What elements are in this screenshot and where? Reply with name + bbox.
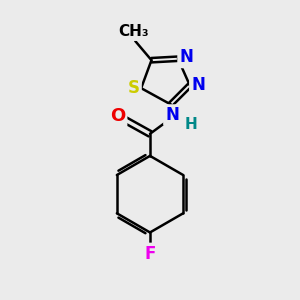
Text: N: N	[191, 76, 205, 94]
Text: F: F	[144, 244, 156, 262]
Text: CH₃: CH₃	[118, 24, 149, 39]
Text: H: H	[185, 118, 198, 133]
Text: O: O	[110, 107, 125, 125]
Text: N: N	[165, 106, 179, 124]
Text: N: N	[179, 48, 193, 66]
Text: S: S	[128, 79, 140, 97]
